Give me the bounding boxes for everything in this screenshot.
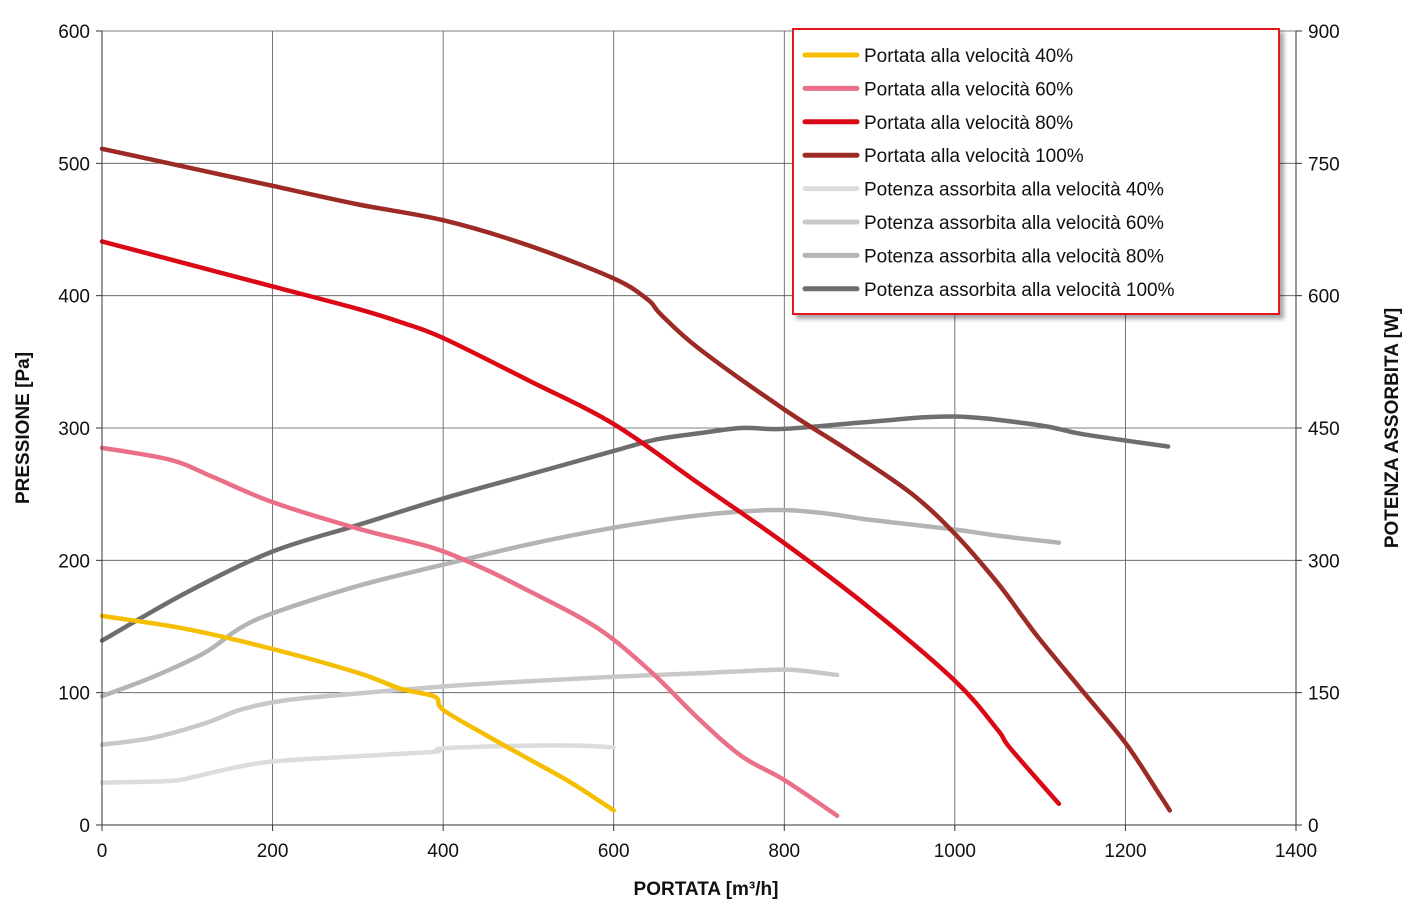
y-tick-label: 400	[58, 287, 90, 308]
y-tick-label: 100	[58, 684, 90, 705]
series-line-1	[99, 613, 616, 813]
axes: 0 200 400 600 800 1000 1200 1400 0 100 200 300 400 50…	[58, 22, 1339, 862]
x-tick-label: 0	[97, 841, 108, 862]
x-tick-label: 200	[257, 841, 289, 862]
y2-tick-label: 750	[1308, 154, 1340, 175]
series-line-6	[99, 667, 840, 747]
legend-label: Potenza assorbita alla velocità 60%	[864, 213, 1164, 234]
legend-label: Potenza assorbita alla velocità 100%	[864, 280, 1175, 301]
x-axis-title: PORTATA [m³/h]	[634, 879, 779, 900]
y2-tick-label: 600	[1308, 287, 1340, 308]
y2-axis-title: POTENZA ASSORBITA [W]	[1382, 308, 1403, 548]
series-line-7	[99, 507, 1062, 699]
y-axis-title: PRESSIONE [Pa]	[13, 352, 34, 504]
y-tick-label: 0	[79, 816, 90, 837]
y-tick-label: 600	[58, 22, 90, 43]
y2-tick-label: 0	[1308, 816, 1319, 837]
y2-tick-label: 450	[1308, 419, 1340, 440]
series-line-3	[99, 239, 1062, 807]
x-tick-label: 800	[768, 841, 800, 862]
series-line-4	[99, 146, 1173, 813]
series-line-5	[99, 743, 616, 785]
legend-box	[792, 28, 1280, 315]
y-tick-label: 200	[58, 551, 90, 572]
legend-label: Portata alla velocità 40%	[864, 46, 1073, 67]
y2-tick-label: 900	[1308, 22, 1340, 43]
legend-label: Portata alla velocità 100%	[864, 146, 1084, 167]
y-tick-label: 500	[58, 154, 90, 175]
series-layer	[99, 146, 1173, 818]
legend-label: Portata alla velocità 80%	[864, 113, 1073, 134]
x-tick-label: 1200	[1104, 841, 1146, 862]
series-line-2	[99, 445, 840, 818]
x-tick-label: 400	[427, 841, 459, 862]
y-tick-label: 300	[58, 419, 90, 440]
legend: Portata alla velocità 40% Portata alla ve…	[792, 28, 1280, 315]
y2-tick-label: 300	[1308, 551, 1340, 572]
legend-items: Portata alla velocità 40% Portata alla ve…	[802, 46, 1175, 301]
series-line-8	[99, 414, 1171, 643]
x-tick-label: 600	[598, 841, 630, 862]
legend-label: Potenza assorbita alla velocità 80%	[864, 246, 1164, 267]
x-tick-label: 1400	[1275, 841, 1317, 862]
y2-tick-label: 150	[1308, 684, 1340, 705]
legend-label: Portata alla velocità 60%	[864, 79, 1073, 100]
x-tick-label: 1000	[934, 841, 976, 862]
legend-label: Potenza assorbita alla velocità 40%	[864, 180, 1164, 201]
